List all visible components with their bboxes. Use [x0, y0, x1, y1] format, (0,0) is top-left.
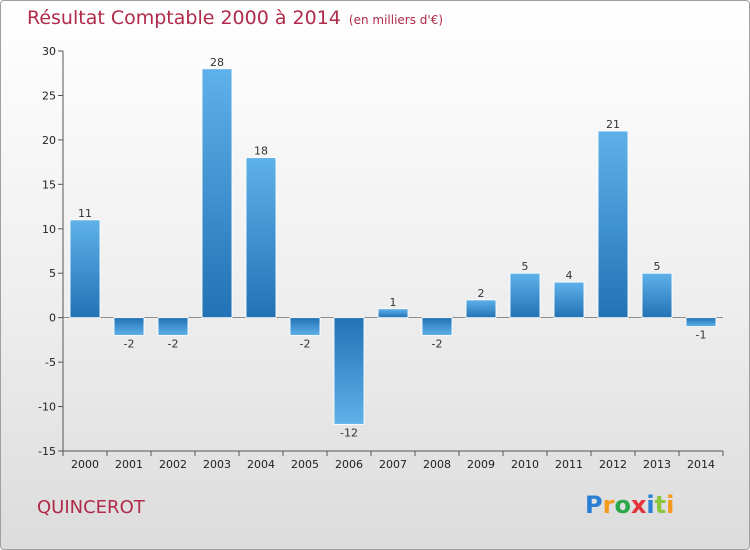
bar-2003[interactable]	[201, 68, 233, 319]
bar-2010[interactable]	[509, 272, 541, 319]
value-label: -2	[300, 337, 311, 350]
y-tick-label: 0	[49, 312, 56, 325]
bar-2009[interactable]	[465, 299, 497, 319]
x-tick-label: 2000	[71, 458, 99, 471]
value-label: -1	[696, 329, 707, 342]
x-tick-label: 2011	[555, 458, 583, 471]
y-tick-label: 15	[42, 178, 56, 191]
x-tick-label: 2006	[335, 458, 363, 471]
y-axis: 30 25 20 15 10 5 0 -5 -10 -15	[38, 45, 64, 458]
y-tick-label: -5	[45, 356, 56, 369]
logo-letter: P	[585, 491, 603, 519]
value-label: 18	[254, 145, 268, 158]
y-tick-label: 20	[42, 134, 56, 147]
bar-2000[interactable]	[69, 219, 101, 319]
value-labels: 11 -2 -2 28 18 -2 -12 1 -2 2 5 4 21 5 -1	[78, 56, 706, 440]
value-label: 28	[210, 56, 224, 69]
y-tick-label: 25	[42, 89, 56, 102]
value-label: 11	[78, 207, 92, 220]
x-tick-label: 2004	[247, 458, 275, 471]
x-tick-label: 2014	[687, 458, 715, 471]
value-label: 1	[390, 296, 397, 309]
bar-2002[interactable]	[157, 317, 189, 336]
x-tick-label: 2012	[599, 458, 627, 471]
value-label: 21	[606, 118, 620, 131]
bar-2014[interactable]	[685, 317, 717, 327]
x-tick-label: 2002	[159, 458, 187, 471]
logo-letter: i	[666, 491, 675, 519]
x-tick-label: 2013	[643, 458, 671, 471]
value-label: -2	[168, 337, 179, 350]
bar-2011[interactable]	[553, 281, 585, 319]
value-label: 4	[566, 269, 573, 282]
title-line: Résultat Comptable 2000 à 2014 (en millie…	[27, 7, 443, 29]
logo-letter: i	[646, 491, 655, 519]
value-label: -12	[340, 426, 358, 439]
value-label: 5	[522, 260, 529, 273]
value-label: 2	[478, 287, 485, 300]
x-axis: 2000 2001 2002 2003 2004 2005 2006 2007 2008 2009…	[62, 317, 724, 471]
bars	[69, 68, 717, 425]
chart-title: Résultat Comptable 2000 à 2014	[27, 7, 341, 29]
bar-2013[interactable]	[641, 272, 673, 319]
y-tick-label: 5	[49, 267, 56, 280]
bar-2005[interactable]	[289, 317, 321, 336]
bar-2004[interactable]	[245, 157, 277, 319]
x-tick-label: 2010	[511, 458, 539, 471]
bar-2001[interactable]	[113, 317, 145, 336]
logo-letter: r	[602, 491, 615, 519]
bar-2012[interactable]	[597, 130, 629, 319]
x-tick-label: 2007	[379, 458, 407, 471]
value-label: -2	[124, 337, 135, 350]
x-tick-label: 2008	[423, 458, 451, 471]
value-label: 5	[654, 260, 661, 273]
logo-letter: o	[614, 491, 631, 519]
y-tick-label: -10	[38, 401, 56, 414]
y-tick-label: 10	[42, 223, 56, 236]
value-label: -2	[432, 337, 443, 350]
chart-subtitle: (en milliers d'€)	[348, 13, 444, 27]
x-tick-label: 2009	[467, 458, 495, 471]
proxiti-logo[interactable]: Proxiti	[585, 491, 674, 519]
logo-letter: x	[630, 491, 647, 519]
bar-2007[interactable]	[377, 308, 409, 319]
logo-letter: t	[654, 491, 667, 519]
bar-2006[interactable]	[333, 317, 365, 425]
commune-name: QUINCEROT	[37, 497, 145, 518]
x-tick-label: 2005	[291, 458, 319, 471]
x-tick-label: 2001	[115, 458, 143, 471]
bar-2008[interactable]	[421, 317, 453, 336]
y-tick-label: 30	[42, 45, 56, 58]
y-tick-label: -15	[38, 445, 56, 458]
x-tick-label: 2003	[203, 458, 231, 471]
